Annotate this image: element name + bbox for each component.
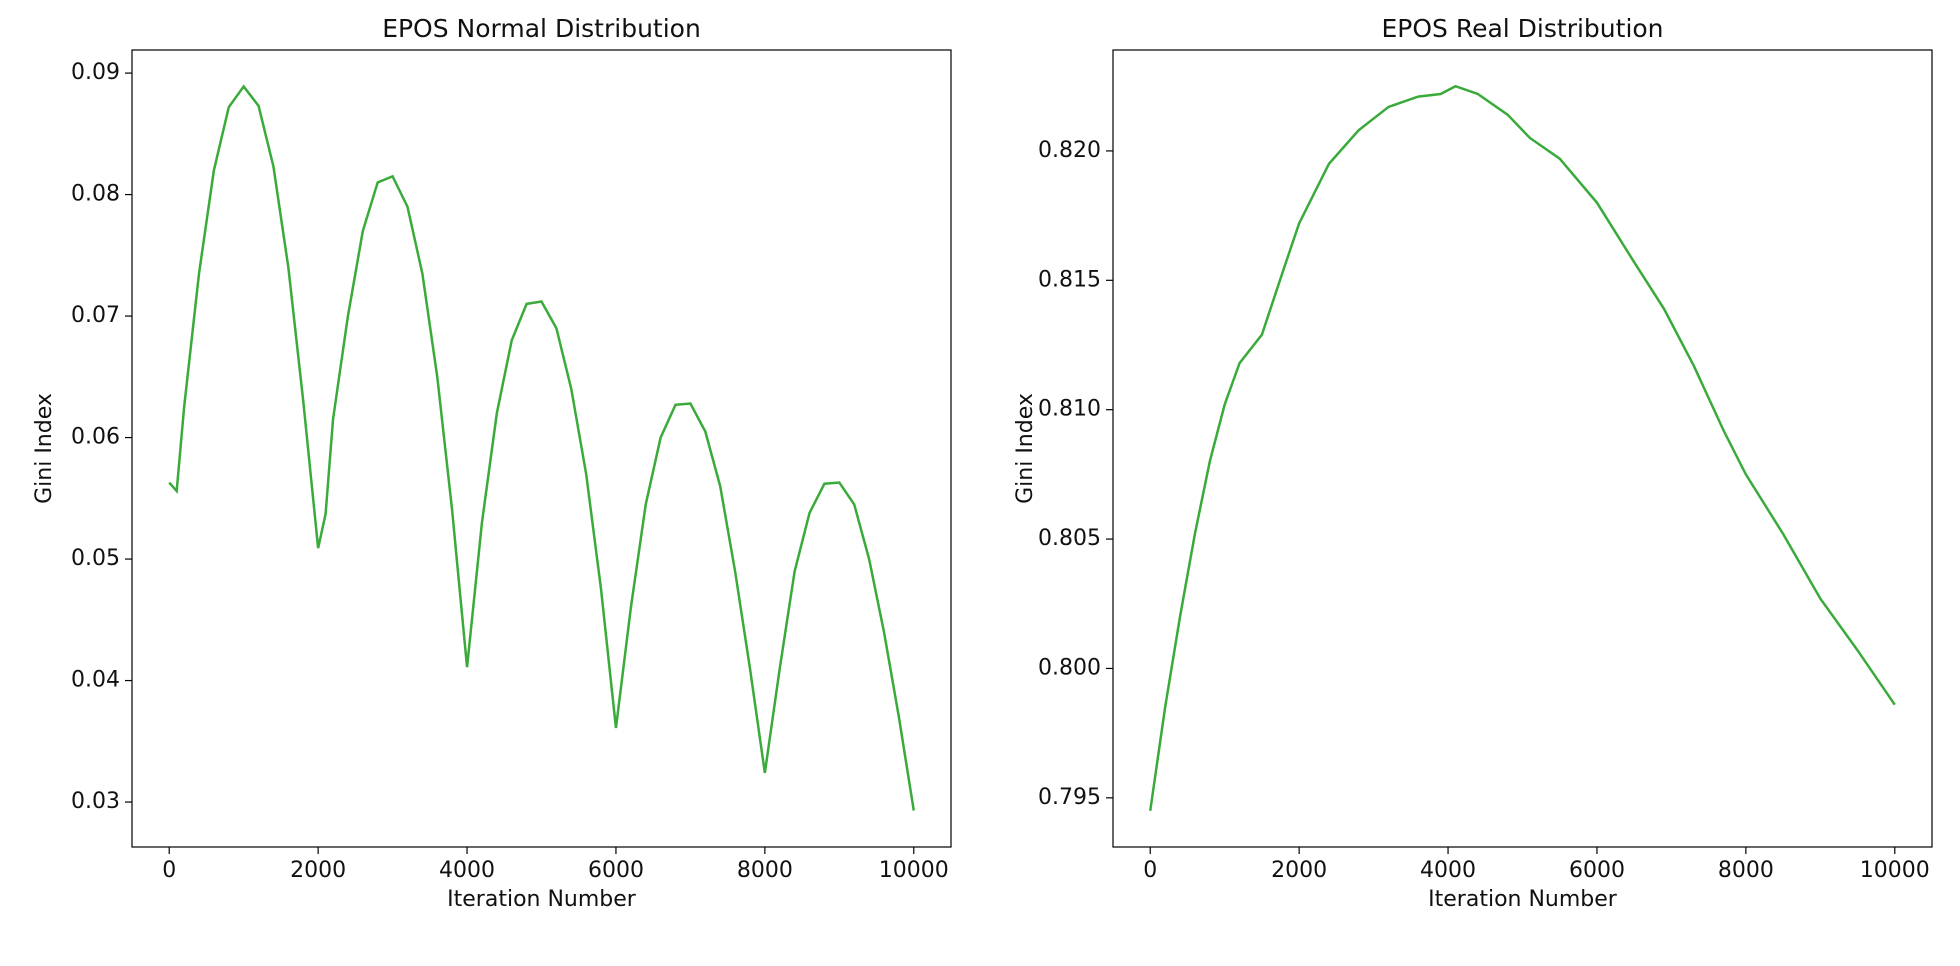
y-axis-label: Gini Index	[32, 393, 57, 504]
y-tick-label: 0.06	[71, 425, 120, 450]
chart-title: EPOS Real Distribution	[1381, 14, 1663, 43]
x-tick-label: 8000	[737, 858, 793, 883]
chart-title: EPOS Normal Distribution	[382, 14, 701, 43]
x-tick-label: 0	[162, 858, 176, 883]
y-tick-label: 0.820	[1038, 138, 1101, 163]
y-tick-label: 0.795	[1038, 785, 1101, 810]
x-axis-label: Iteration Number	[447, 887, 637, 912]
y-tick-label: 0.04	[71, 668, 120, 693]
x-tick-label: 2000	[1271, 858, 1327, 883]
x-tick-label: 10000	[1860, 858, 1930, 883]
y-tick-label: 0.800	[1038, 655, 1101, 680]
line-series	[1148, 84, 1896, 811]
x-tick-label: 2000	[290, 858, 346, 883]
y-tick-label: 0.815	[1038, 267, 1101, 292]
y-tick-label: 0.05	[71, 546, 120, 571]
x-axis-label: Iteration Number	[1428, 887, 1618, 912]
x-tick-label: 8000	[1718, 858, 1774, 883]
x-tick-label: 0	[1143, 858, 1157, 883]
line-series	[168, 84, 916, 811]
y-tick-label: 0.07	[71, 303, 120, 328]
y-tick-label: 0.03	[71, 789, 120, 814]
x-tick-label: 10000	[879, 858, 949, 883]
x-tick-label: 4000	[439, 858, 495, 883]
y-axis-label: Gini Index	[1013, 393, 1038, 504]
y-tick-label: 0.09	[71, 60, 120, 85]
plot-frame	[131, 49, 952, 848]
x-tick-label: 6000	[588, 858, 644, 883]
x-tick-label: 4000	[1420, 858, 1476, 883]
y-tick-label: 0.805	[1038, 526, 1101, 551]
y-tick-label: 0.08	[71, 182, 120, 207]
x-tick-label: 6000	[1569, 858, 1625, 883]
y-tick-label: 0.810	[1038, 397, 1101, 422]
plot-frame	[1112, 49, 1933, 848]
